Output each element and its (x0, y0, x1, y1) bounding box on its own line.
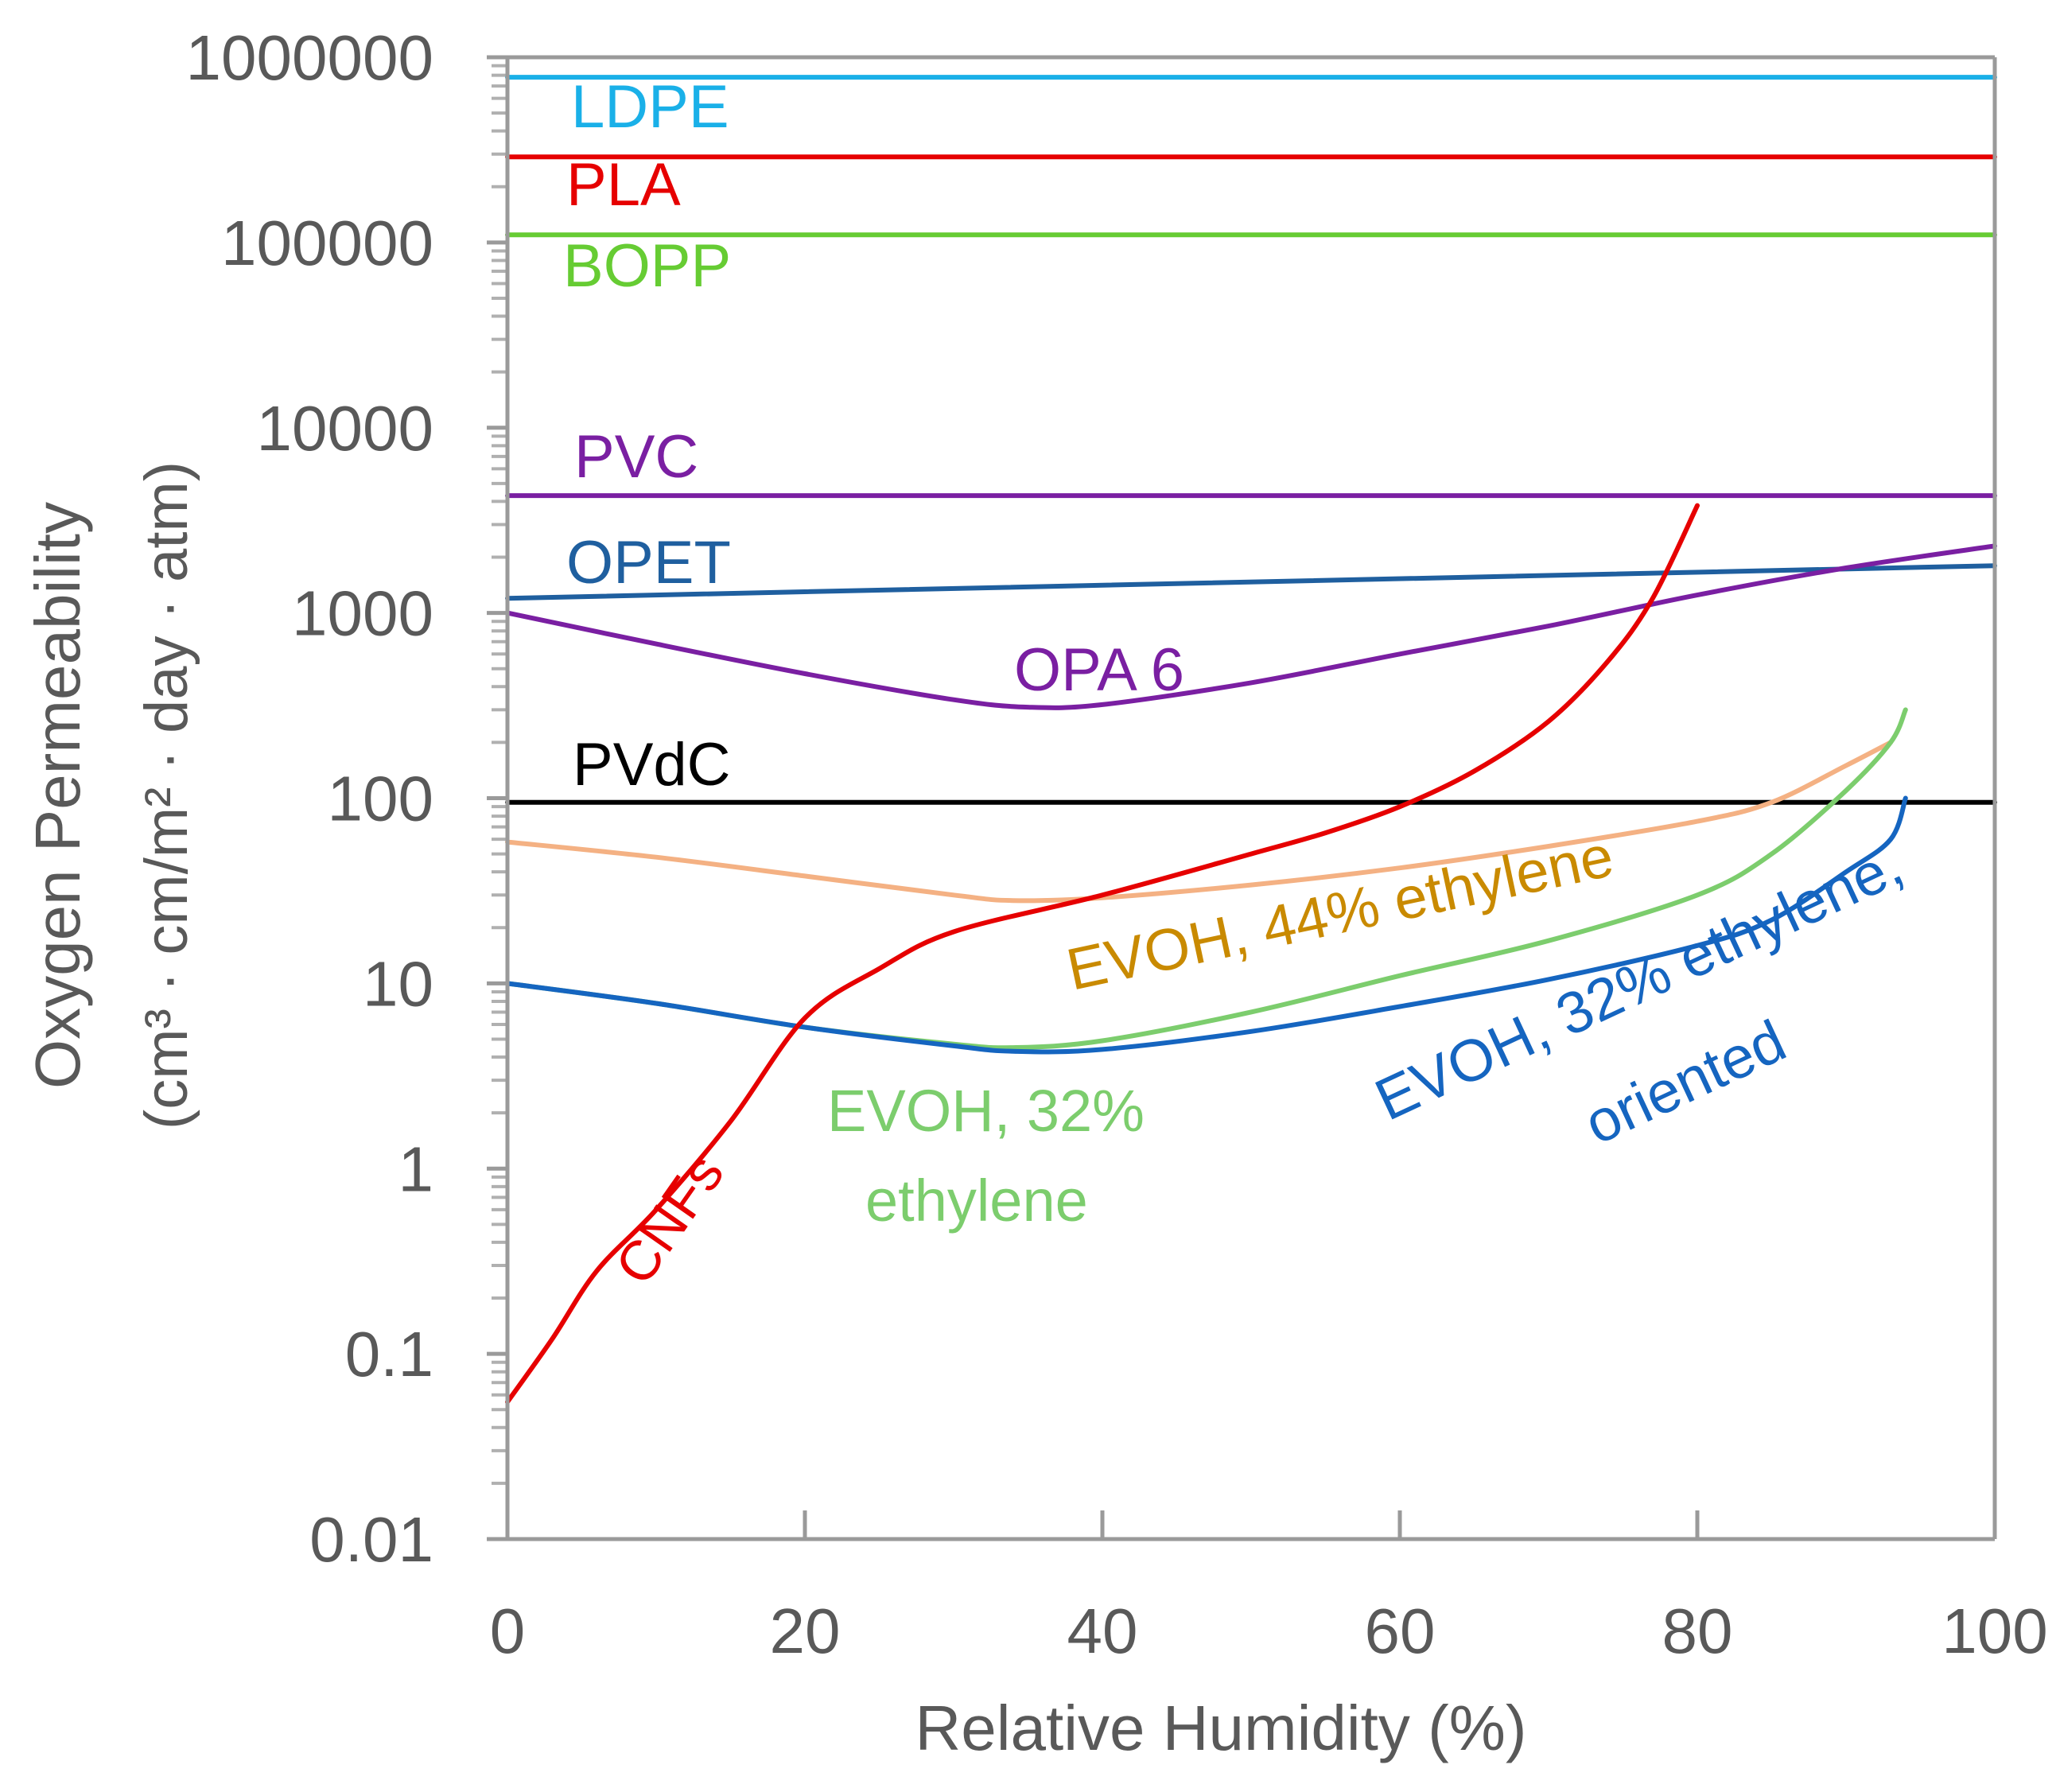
x-tick-label: 100 (1941, 1596, 2047, 1666)
series-label-opa-6: OPA 6 (1014, 636, 1184, 704)
x-tick-label: 80 (1662, 1596, 1733, 1666)
series-label-bopp: BOPP (563, 232, 731, 300)
y-tick-label: 100000 (221, 208, 433, 278)
y-tick-label: 0.1 (345, 1319, 433, 1390)
y-tick-label: 1000000 (186, 22, 433, 93)
x-axis-title: Relative Humidity (%) (915, 1693, 1526, 1763)
y-tick-label: 1 (398, 1133, 434, 1204)
series-label-ethylene: ethylene (865, 1168, 1088, 1234)
y-minor-ticks (492, 64, 507, 1485)
series-line-evoh-44-ethylene (505, 740, 1894, 904)
y-axis-units: (cm³ · cm/m² · day · atm) (133, 461, 200, 1129)
series-label-evoh-32: EVOH, 32% (827, 1078, 1145, 1144)
y-tick-label: 0.01 (309, 1504, 433, 1575)
series-line-opet (505, 563, 1997, 601)
series-line-cnfs (505, 503, 1700, 1405)
series-layer (505, 75, 1997, 1405)
x-tick-label: 20 (770, 1596, 841, 1666)
x-tick-label: 0 (490, 1596, 526, 1666)
y-axis-title: Oxygen Permeability (22, 502, 93, 1089)
x-tick-label: 60 (1365, 1596, 1436, 1666)
y-tick-label: 1000 (292, 578, 433, 649)
series-label-opet: OPET (566, 529, 731, 597)
series-label-pvc: PVC (574, 423, 698, 491)
series-label-pvdc: PVdC (573, 731, 731, 799)
y-tick-label: 10 (363, 948, 433, 1019)
x-tick-label: 40 (1067, 1596, 1138, 1666)
y-tick-label: 10000 (257, 393, 433, 464)
tick-layer: 0.01 0.1 1 10 100 1000 10000 100000 1000000 0 20 40… (186, 22, 2048, 1666)
series-label-pla: PLA (566, 151, 681, 219)
series-label-ldpe: LDPE (571, 73, 729, 141)
y-tick-label: 100 (328, 764, 433, 834)
series-line-opa-6 (505, 543, 1997, 710)
